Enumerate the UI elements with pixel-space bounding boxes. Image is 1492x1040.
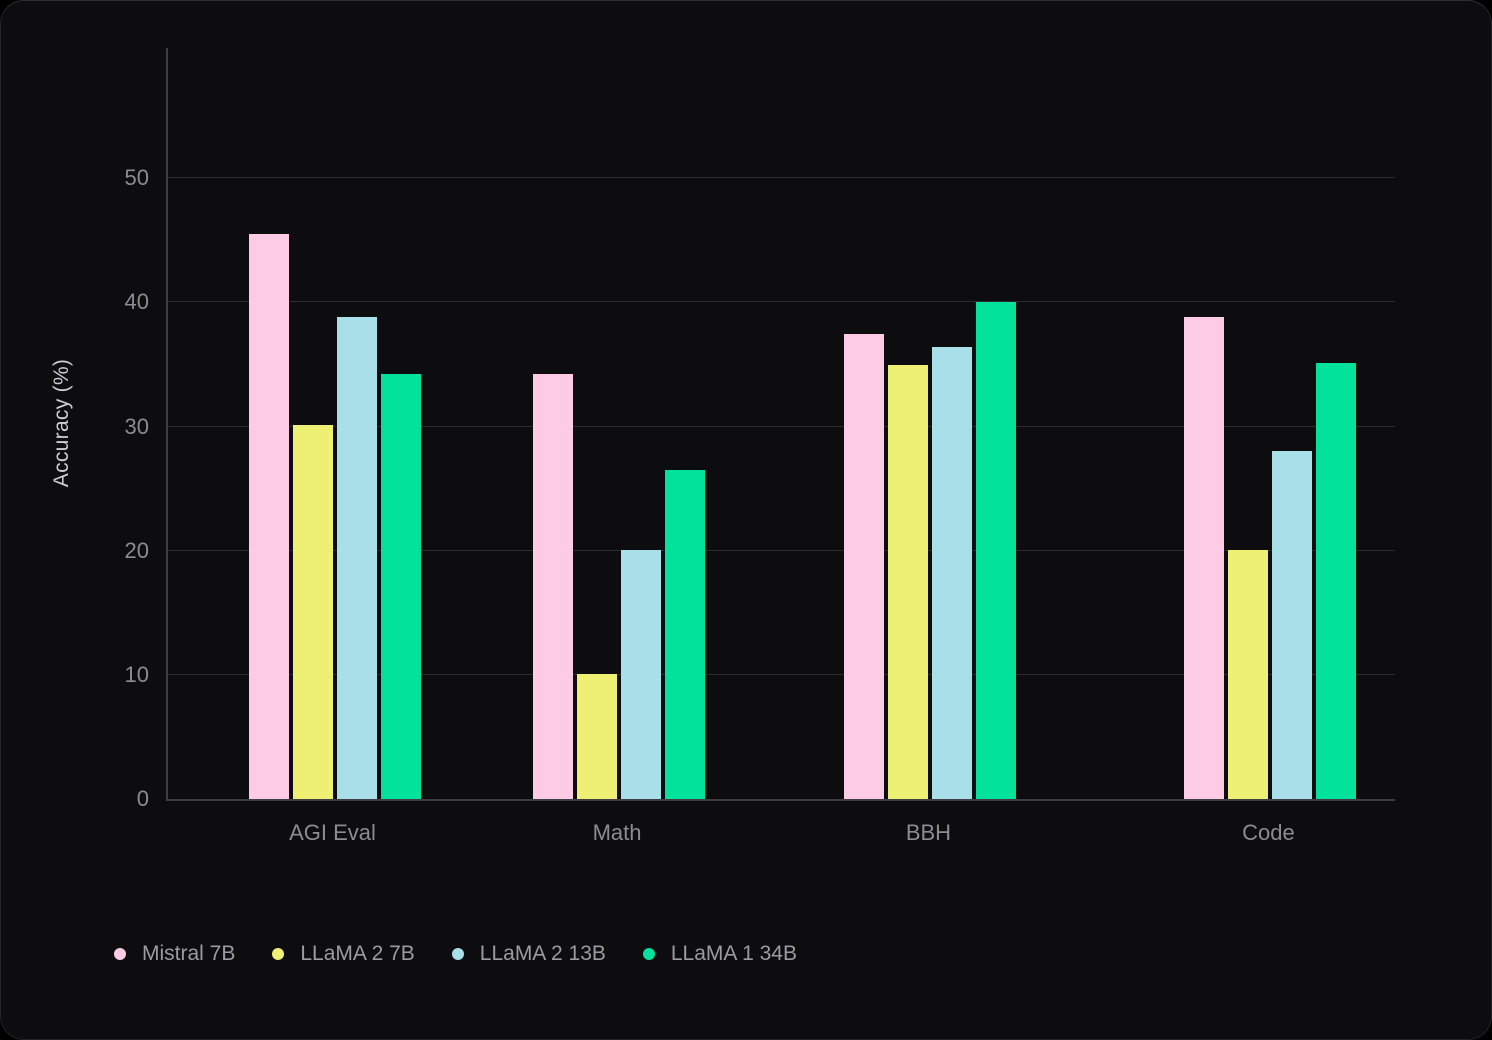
y-tick-label-10: 10 <box>124 661 149 687</box>
x-tick-label-code: Code <box>1242 820 1295 845</box>
bar-mistral-7b-agi-eval <box>248 234 289 799</box>
legend-dot-icon <box>272 948 285 960</box>
x-tick-label-math: Math <box>592 820 642 845</box>
legend-label: LLaMA 1 34B <box>670 942 797 965</box>
legend-dot-icon <box>642 948 655 960</box>
bar-mistral-7b-bbh <box>844 333 885 799</box>
bar-llama-2-7b-math <box>577 673 618 799</box>
gridline-y-50 <box>168 177 1395 179</box>
bar-llama-2-13b-agi-eval <box>336 317 377 799</box>
y-tick-label-40: 40 <box>124 289 149 315</box>
y-tick-label-20: 20 <box>124 537 149 563</box>
gridline-y-30 <box>168 425 1395 427</box>
bar-llama-2-13b-code <box>1272 451 1313 799</box>
x-tick-label-bbh: BBH <box>905 820 952 845</box>
legend-item-llama-2-7b[interactable]: LLaMA 2 7B <box>272 942 415 966</box>
bar-llama-1-34b-math <box>665 470 706 799</box>
bar-llama-1-34b-bbh <box>976 302 1017 799</box>
legend-item-llama-1-34b[interactable]: LLaMA 1 34B <box>642 942 797 966</box>
bar-llama-1-34b-agi-eval <box>380 374 421 799</box>
y-tick-label-50: 50 <box>124 165 149 191</box>
bar-llama-2-7b-agi-eval <box>292 425 333 799</box>
bar-llama-2-13b-bbh <box>932 347 973 799</box>
bar-llama-1-34b-code <box>1316 363 1357 799</box>
legend-label: LLaMA 2 13B <box>479 942 606 965</box>
bar-llama-2-13b-math <box>621 549 662 799</box>
gridline-y-20 <box>168 549 1395 551</box>
bar-llama-2-7b-bbh <box>888 364 929 799</box>
legend: Mistral 7B LLaMA 2 7B LLaMA 2 13B LLaMA 1 3… <box>114 942 797 966</box>
gridline-y-40 <box>168 301 1395 303</box>
bar-llama-2-7b-code <box>1228 549 1269 799</box>
gridline-y-10 <box>168 673 1395 675</box>
legend-dot-icon <box>451 948 464 960</box>
bar-mistral-7b-math <box>533 374 574 799</box>
legend-label: Mistral 7B <box>142 942 236 965</box>
legend-label: LLaMA 2 7B <box>300 942 415 965</box>
y-tick-label-30: 30 <box>124 413 149 439</box>
y-tick-label-0: 0 <box>136 786 149 811</box>
legend-dot-icon <box>114 948 126 960</box>
x-tick-label-agi-eval: AGI Eval <box>289 820 376 845</box>
legend-item-llama-2-13b[interactable]: LLaMA 2 13B <box>451 942 606 966</box>
bar-mistral-7b-code <box>1184 317 1225 799</box>
plot-area <box>166 48 1395 801</box>
legend-item-mistral-7b[interactable]: Mistral 7B <box>114 942 235 966</box>
